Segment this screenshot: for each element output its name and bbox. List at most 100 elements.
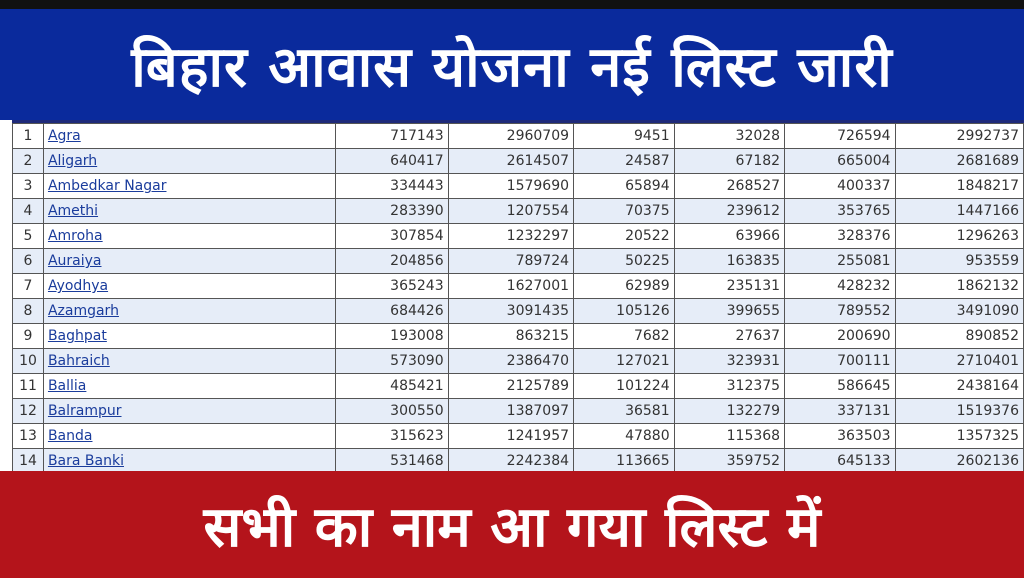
district-cell: Ambedkar Nagar xyxy=(42,173,337,199)
value-cell: 1627001 xyxy=(447,273,575,299)
row-number: 9 xyxy=(12,323,44,349)
value-cell: 20522 xyxy=(573,223,675,249)
value-cell: 1232297 xyxy=(447,223,575,249)
district-cell: Amroha xyxy=(42,223,337,249)
value-cell: 1207554 xyxy=(447,198,575,224)
value-cell: 353765 xyxy=(784,198,896,224)
district-link[interactable]: Agra xyxy=(47,128,81,144)
district-link[interactable]: Bahraich xyxy=(47,353,110,369)
value-cell: 863215 xyxy=(447,323,575,349)
value-cell: 2681689 xyxy=(894,148,1024,174)
value-cell: 204856 xyxy=(335,248,449,274)
district-link[interactable]: Banda xyxy=(47,428,93,444)
value-cell: 953559 xyxy=(894,248,1024,274)
value-cell: 300550 xyxy=(335,398,449,424)
value-cell: 101224 xyxy=(573,373,675,399)
district-cell: Ballia xyxy=(42,373,337,399)
value-cell: 1519376 xyxy=(894,398,1024,424)
value-cell: 2386470 xyxy=(447,348,575,374)
top-black-strip xyxy=(0,0,1024,9)
district-cell: Agra xyxy=(42,123,337,149)
value-cell: 485421 xyxy=(335,373,449,399)
table-row: 3 Ambedkar Nagar 334443 1579690 65894 268527 4… xyxy=(12,173,1024,199)
value-cell: 2438164 xyxy=(894,373,1024,399)
row-number: 6 xyxy=(12,248,44,274)
row-number: 13 xyxy=(12,423,44,449)
value-cell: 50225 xyxy=(573,248,675,274)
table-body: 1 Agra 717143 2960709 9451 32028 726594 2992737… xyxy=(12,123,1024,472)
footer-banner: सभी का नाम आ गया लिस्ट में xyxy=(0,471,1024,578)
row-number: 11 xyxy=(12,373,44,399)
footer-title: सभी का नाम आ गया लिस्ट में xyxy=(203,494,821,560)
value-cell: 7682 xyxy=(573,323,675,349)
value-cell: 115368 xyxy=(673,423,786,449)
value-cell: 726594 xyxy=(784,123,896,149)
value-cell: 47880 xyxy=(573,423,675,449)
district-cell: Banda xyxy=(42,423,337,449)
value-cell: 255081 xyxy=(784,248,896,274)
value-cell: 2125789 xyxy=(447,373,575,399)
value-cell: 363503 xyxy=(784,423,896,449)
table-row: 11 Ballia 485421 2125789 101224 312375 586645 2… xyxy=(12,373,1024,399)
district-cell: Bara Banki xyxy=(42,448,337,472)
value-cell: 640417 xyxy=(335,148,449,174)
district-link[interactable]: Aligarh xyxy=(47,153,98,169)
value-cell: 65894 xyxy=(573,173,675,199)
row-number: 8 xyxy=(12,298,44,324)
district-cell: Azamgarh xyxy=(42,298,337,324)
value-cell: 200690 xyxy=(784,323,896,349)
value-cell: 890852 xyxy=(894,323,1024,349)
district-link[interactable]: Amroha xyxy=(47,228,103,244)
value-cell: 789552 xyxy=(784,298,896,324)
value-cell: 24587 xyxy=(573,148,675,174)
district-link[interactable]: Auraiya xyxy=(47,253,102,269)
table-row: 6 Auraiya 204856 789724 50225 163835 255081 953… xyxy=(12,248,1024,274)
value-cell: 1387097 xyxy=(447,398,575,424)
district-link[interactable]: Ayodhya xyxy=(47,278,109,294)
value-cell: 36581 xyxy=(573,398,675,424)
value-cell: 1579690 xyxy=(447,173,575,199)
value-cell: 312375 xyxy=(673,373,786,399)
district-cell: Aligarh xyxy=(42,148,337,174)
value-cell: 684426 xyxy=(335,298,449,324)
district-link[interactable]: Ambedkar Nagar xyxy=(47,178,167,194)
header-title: बिहार आवास योजना नई लिस्ट जारी xyxy=(131,34,893,100)
district-link[interactable]: Ballia xyxy=(47,378,87,394)
value-cell: 645133 xyxy=(784,448,896,472)
district-link[interactable]: Amethi xyxy=(47,203,99,219)
table-row: 9 Baghpat 193008 863215 7682 27637 200690 89085… xyxy=(12,323,1024,349)
header-banner: बिहार आवास योजना नई लिस्ट जारी xyxy=(0,9,1024,120)
value-cell: 334443 xyxy=(335,173,449,199)
value-cell: 399655 xyxy=(673,298,786,324)
value-cell: 665004 xyxy=(784,148,896,174)
value-cell: 2710401 xyxy=(894,348,1024,374)
table-row: 1 Agra 717143 2960709 9451 32028 726594 2992737 xyxy=(12,123,1024,149)
value-cell: 132279 xyxy=(673,398,786,424)
value-cell: 1241957 xyxy=(447,423,575,449)
value-cell: 365243 xyxy=(335,273,449,299)
district-link[interactable]: Azamgarh xyxy=(47,303,119,319)
district-link[interactable]: Balrampur xyxy=(47,403,122,419)
district-link[interactable]: Baghpat xyxy=(47,328,107,344)
value-cell: 1862132 xyxy=(894,273,1024,299)
value-cell: 1357325 xyxy=(894,423,1024,449)
table-row: 5 Amroha 307854 1232297 20522 63966 328376 1296… xyxy=(12,223,1024,249)
value-cell: 32028 xyxy=(673,123,786,149)
value-cell: 717143 xyxy=(335,123,449,149)
value-cell: 239612 xyxy=(673,198,786,224)
district-cell: Balrampur xyxy=(42,398,337,424)
value-cell: 315623 xyxy=(335,423,449,449)
row-number: 5 xyxy=(12,223,44,249)
value-cell: 3491090 xyxy=(894,298,1024,324)
value-cell: 2242384 xyxy=(447,448,575,472)
value-cell: 283390 xyxy=(335,198,449,224)
value-cell: 428232 xyxy=(784,273,896,299)
value-cell: 1447166 xyxy=(894,198,1024,224)
value-cell: 2960709 xyxy=(447,123,575,149)
value-cell: 67182 xyxy=(673,148,786,174)
value-cell: 2602136 xyxy=(894,448,1024,472)
value-cell: 586645 xyxy=(784,373,896,399)
table-row: 12 Balrampur 300550 1387097 36581 132279 33713… xyxy=(12,398,1024,424)
district-link[interactable]: Bara Banki xyxy=(47,453,124,469)
value-cell: 789724 xyxy=(447,248,575,274)
